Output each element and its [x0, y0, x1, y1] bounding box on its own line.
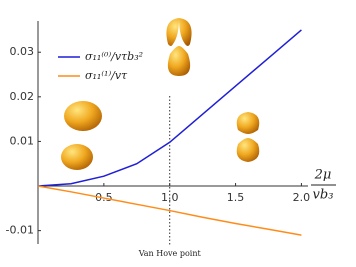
orbital-icons [61, 18, 260, 170]
series-line [37, 29, 302, 187]
y-tick-label: 0.03 [10, 45, 35, 58]
legend-label: σ₁₁⁽¹⁾/vτ [85, 69, 128, 82]
x-label-denominator: vb₃ [313, 188, 334, 203]
x-tick-label: 2.0 [293, 191, 311, 204]
y-tick-label: 0.02 [10, 90, 35, 103]
y-tick-label: -0.01 [6, 224, 34, 237]
x-tick-label: 1.5 [227, 191, 245, 204]
x-label-numerator: 2μ [314, 168, 332, 183]
series-line [37, 185, 302, 236]
y-tick-label: 0.01 [10, 134, 35, 147]
legend-label: σ₁₁⁽⁰⁾/vτb₃² [85, 50, 143, 63]
annotation-label: Van Hove point [138, 249, 202, 258]
